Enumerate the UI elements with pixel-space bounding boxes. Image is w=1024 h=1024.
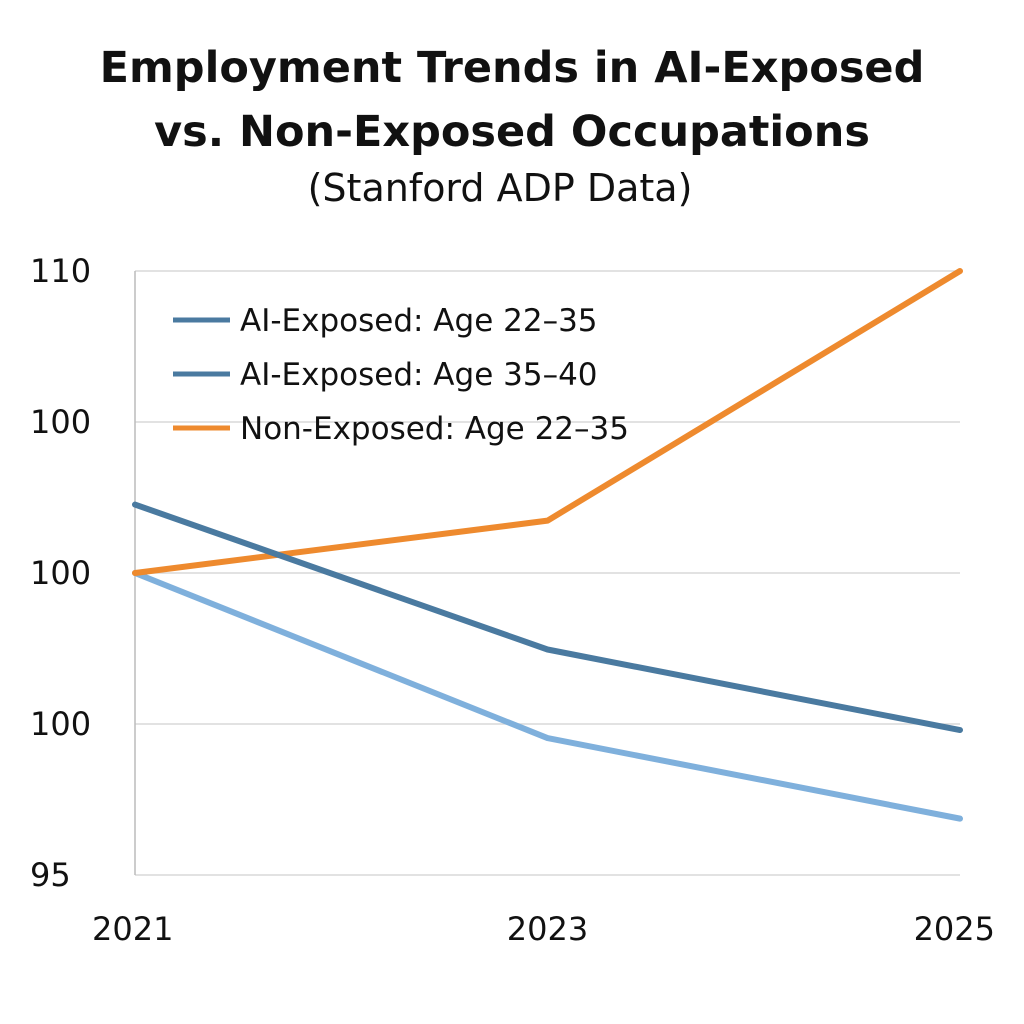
y-tick-label: 95 [30,856,71,894]
series-line [132,501,963,734]
data-point [545,647,550,652]
series-line [132,570,963,822]
data-point [958,728,962,733]
data-point [133,571,137,575]
data-point [133,502,137,507]
chart-subtitle: (Stanford ADP Data) [307,166,693,210]
data-point [545,736,550,741]
x-tick-label: 2023 [507,910,588,948]
legend-label: Non-Exposed: Age 22–35 [240,411,629,447]
data-point [545,518,550,523]
y-tick-label: 110 [30,252,91,290]
legend-label: AI-Exposed: Age 22–35 [240,303,598,339]
chart-title-line-2: vs. Non-Exposed Occupations [154,107,870,157]
data-point [958,816,962,821]
chart-title-line-1: Employment Trends in AI-Exposed [99,43,925,93]
y-tick-label: 100 [30,705,91,743]
legend-label: AI-Exposed: Age 35–40 [240,357,598,393]
y-tick-label: 100 [30,403,91,441]
x-tick-label: 2025 [914,910,995,948]
y-tick-label: 100 [30,554,91,592]
data-point [958,269,962,273]
x-tick-label: 2021 [92,910,173,948]
